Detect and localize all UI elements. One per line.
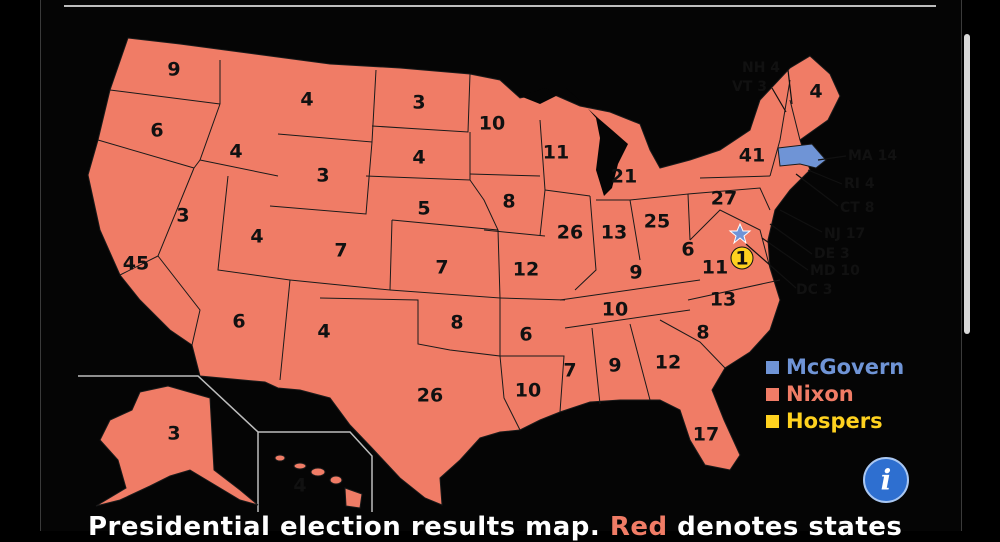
ev-il: 26 (557, 222, 583, 244)
hospers-ev: 1 (735, 248, 748, 270)
ev-nm: 4 (317, 321, 330, 343)
info-button[interactable]: i (863, 457, 909, 503)
great-lakes (566, 88, 628, 196)
legend: McGovern Nixon Hospers (766, 355, 904, 433)
label-nj: NJ 17 (824, 226, 865, 242)
legend-label-nixon: Nixon (786, 382, 854, 406)
ev-tx: 26 (417, 385, 443, 407)
inset-divider-ak (78, 375, 259, 512)
label-de: DE 3 (814, 246, 850, 262)
ev-ia: 8 (502, 191, 515, 213)
callout-lines (745, 69, 847, 289)
ev-fl: 17 (693, 424, 719, 446)
ev-mo: 12 (513, 259, 539, 281)
label-ri: RI 4 (844, 176, 875, 192)
ev-co: 7 (334, 240, 347, 262)
legend-label-mcgovern: McGovern (786, 355, 904, 379)
ev-wi: 11 (543, 142, 569, 164)
ev-ak: 3 (167, 423, 180, 445)
legend-swatch-mcgovern (766, 361, 779, 374)
ev-sc: 8 (696, 322, 709, 344)
ev-mi: 21 (611, 166, 637, 188)
inset-divider-hi (258, 431, 373, 512)
ev-tn: 10 (602, 299, 628, 321)
ev-wa: 9 (167, 59, 180, 81)
scrollbar[interactable] (964, 34, 970, 334)
ev-ga: 12 (655, 352, 681, 374)
continental-us (87, 37, 841, 506)
caption-text: Presidential election results map. Red d… (88, 512, 902, 542)
label-md: MD 10 (810, 263, 860, 279)
caption-part-a: Presidential election results map. (88, 512, 610, 542)
lake-superior (520, 88, 560, 104)
ev-mn: 10 (479, 113, 505, 135)
caption-highlight: Red (609, 512, 668, 542)
ev-wy: 3 (316, 165, 329, 187)
label-dc: DC 3 (796, 282, 833, 298)
ev-ar: 6 (519, 324, 532, 346)
ev-ok: 8 (450, 312, 463, 334)
ev-ks: 7 (435, 257, 448, 279)
ev-al: 9 (608, 355, 621, 377)
label-nh: NH 4 (742, 60, 780, 76)
ev-in: 13 (601, 222, 627, 244)
caption-part-b: denotes states (667, 512, 903, 542)
ev-mt: 4 (300, 89, 313, 111)
ev-me: 4 (809, 81, 822, 103)
ev-ky: 9 (629, 262, 642, 284)
label-vt: VT 3 (732, 79, 767, 95)
hospers-marker (730, 246, 754, 270)
legend-label-hospers: Hospers (786, 409, 883, 433)
ev-ut: 4 (250, 226, 263, 248)
ev-nd: 3 (412, 92, 425, 114)
legend-swatch-hospers (766, 415, 779, 428)
ev-ne: 5 (417, 198, 430, 220)
state-ak (95, 385, 259, 507)
ev-id: 4 (229, 141, 242, 163)
info-icon: i (881, 464, 892, 497)
legend-swatch-nixon (766, 388, 779, 401)
ev-ny: 41 (739, 145, 765, 167)
state-borders (97, 60, 801, 431)
ev-az: 6 (232, 311, 245, 333)
divider (64, 5, 936, 7)
ev-pa: 27 (711, 188, 737, 210)
state-ma (777, 143, 827, 169)
ev-hi: 4 (293, 475, 306, 497)
ev-sd: 4 (412, 147, 425, 169)
ev-ca: 45 (123, 253, 149, 275)
ev-va: 11 (702, 257, 728, 279)
dc-star-icon (728, 222, 752, 245)
ev-wv: 6 (681, 239, 694, 261)
ev-nc: 13 (710, 289, 736, 311)
us-map: 1 9 6 45 3 4 4 3 4 6 7 4 3 4 5 7 8 26 10… (78, 37, 909, 512)
ev-ms: 7 (563, 360, 576, 382)
ev-or: 6 (150, 120, 163, 142)
ev-oh: 25 (644, 211, 670, 233)
state-hi (274, 454, 363, 509)
label-ct: CT 8 (840, 200, 874, 216)
ev-nv: 3 (176, 205, 189, 227)
label-ma: MA 14 (848, 148, 897, 164)
ev-la: 10 (515, 380, 541, 402)
